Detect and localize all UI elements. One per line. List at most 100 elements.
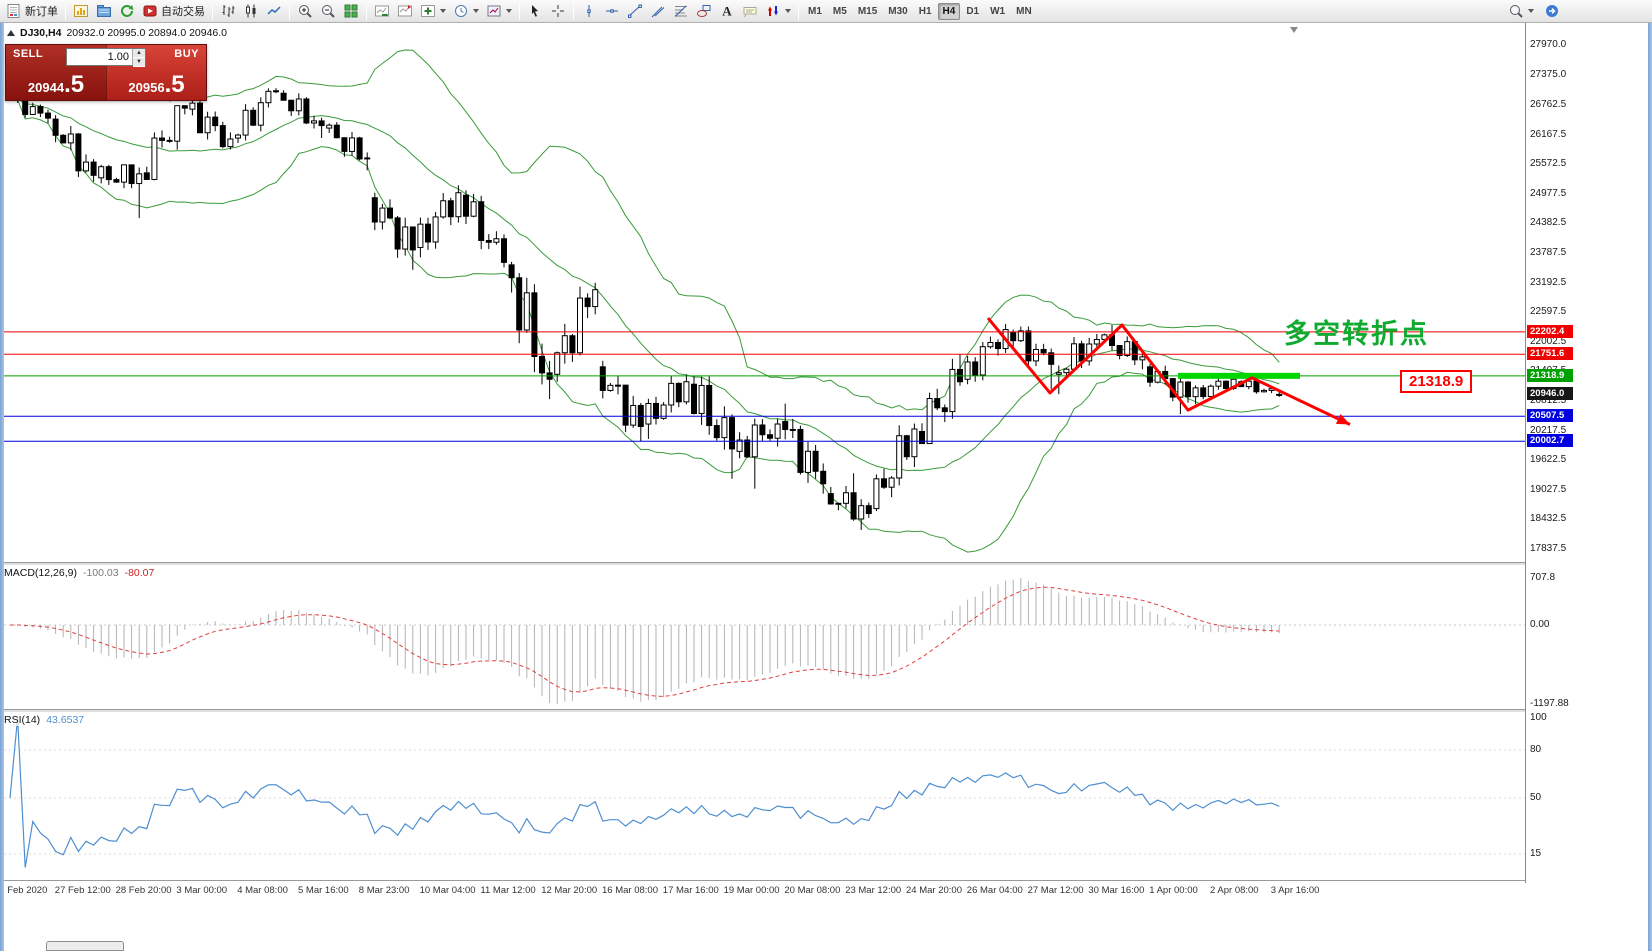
timeframe-d1-button[interactable]: D1 <box>966 5 980 17</box>
turning-point-annotation[interactable]: 多空转折点 <box>1284 319 1429 350</box>
panel-separator[interactable] <box>0 562 1652 566</box>
zoom-out-button[interactable] <box>317 1 339 21</box>
volume-down-button[interactable]: ▼ <box>133 58 145 67</box>
timeframe-h4-button[interactable]: H4 <box>937 2 961 20</box>
timeframe-m1-button[interactable]: M1 <box>808 5 822 17</box>
arrows-button[interactable] <box>762 1 794 21</box>
autotrading-icon <box>143 5 157 17</box>
autotrading-button[interactable]: 自动交易 <box>139 1 208 21</box>
volume-up-button[interactable]: ▲ <box>133 49 145 58</box>
price-axis-label: 19622.5 <box>1530 454 1567 466</box>
toolbar-separator <box>519 2 520 20</box>
price-level-box[interactable]: 21318.9 <box>1400 370 1473 394</box>
profiles-icon <box>97 5 111 17</box>
chart-tab[interactable] <box>46 941 124 951</box>
channel-icon <box>651 6 665 18</box>
time-axis-label: 16 Mar 08:00 <box>602 885 658 896</box>
panel-separator[interactable] <box>0 709 1652 713</box>
crosshair-icon <box>552 5 564 17</box>
chart-shift-marker[interactable] <box>1290 27 1298 33</box>
volume-input[interactable] <box>67 49 132 65</box>
timeframe-m15-button[interactable]: M15 <box>857 5 878 17</box>
timeframe-m30-button[interactable]: M30 <box>888 5 908 17</box>
macd-header: MACD(12,26,9) -100.03 -80.07 <box>4 567 155 579</box>
shapes-icon <box>697 5 711 17</box>
chevron-down-icon <box>440 9 446 13</box>
auto-scroll-button[interactable] <box>371 1 393 21</box>
bar-chart-button[interactable] <box>217 1 239 21</box>
indicators-button[interactable] <box>417 1 449 21</box>
chart-shift-icon <box>398 5 412 17</box>
price-axis-label: 20812.5 <box>1530 395 1567 407</box>
rsi-axis-label: 80 <box>1530 744 1542 755</box>
chevron-down-icon <box>1528 9 1534 13</box>
rsi-header: RSI(14) 43.6537 <box>4 714 85 726</box>
auto-scroll-icon <box>375 5 389 17</box>
chart-symbol-label: DJ30,H4 <box>20 27 62 39</box>
time-axis-label: 11 Mar 12:00 <box>480 885 536 896</box>
shapes-button[interactable] <box>693 1 715 21</box>
time-axis-label: 24 Mar 20:00 <box>906 885 962 896</box>
vertical-line-icon <box>587 5 591 17</box>
zoom-out-icon <box>322 5 335 18</box>
timeframe-w1-button[interactable]: W1 <box>990 5 1006 17</box>
candlestick-icon <box>246 4 256 18</box>
search-icon <box>1510 5 1523 18</box>
label-button[interactable] <box>739 1 761 21</box>
time-axis-label: 1 Apr 00:00 <box>1149 885 1198 896</box>
zoom-in-button[interactable] <box>294 1 316 21</box>
vertical-line-button[interactable] <box>578 1 600 21</box>
time-axis-label: 27 Feb 12:00 <box>54 885 111 896</box>
channel-button[interactable] <box>647 1 669 21</box>
time-axis-label: 20 Mar 08:00 <box>784 885 841 896</box>
cursor-icon <box>532 5 538 17</box>
volume-spinner: ▲ ▼ <box>132 49 145 67</box>
cursor-button[interactable] <box>524 1 546 21</box>
new-chart-button[interactable] <box>70 1 92 21</box>
timeframe-m5-button[interactable]: M5 <box>832 5 847 17</box>
symbol-search-button[interactable] <box>1505 1 1537 21</box>
price-axis-label: 22597.5 <box>1530 306 1567 318</box>
price-axis-label: 23192.5 <box>1530 276 1567 288</box>
community-button[interactable] <box>1541 1 1563 21</box>
price-axis-border <box>1525 23 1526 883</box>
price-axis-label: 19027.5 <box>1530 483 1567 495</box>
candlestick-button[interactable] <box>240 1 262 21</box>
rsi-axis-label: 100 <box>1530 712 1547 723</box>
buy-price: 20956.5 <box>128 70 185 98</box>
horizontal-line-icon <box>606 9 618 13</box>
time-axis-label: 5 Mar 16:00 <box>298 885 349 896</box>
periods-button[interactable] <box>450 1 482 21</box>
timeframe-mn-button[interactable]: MN <box>1016 5 1032 17</box>
sell-label: SELL <box>13 48 44 60</box>
fibonacci-button[interactable] <box>670 1 692 21</box>
one-click-toggle-icon[interactable] <box>7 30 15 36</box>
templates-button[interactable] <box>483 1 515 21</box>
tile-windows-button[interactable] <box>340 1 362 21</box>
price-axis-label: 27375.0 <box>1530 68 1567 80</box>
line-chart-button[interactable] <box>263 1 285 21</box>
refresh-button[interactable] <box>116 1 138 21</box>
price-level-tag: 20002.7 <box>1527 434 1573 448</box>
text-tool-glyph: A <box>722 4 732 19</box>
horizontal-line-button[interactable] <box>601 1 623 21</box>
price-axis-label: 22002.5 <box>1530 335 1567 347</box>
toolbar-separator <box>289 2 290 20</box>
crosshair-button[interactable] <box>547 1 569 21</box>
timeframe-h1-button[interactable]: H1 <box>918 5 932 17</box>
current-price-tag: 20946.0 <box>1527 387 1573 401</box>
toolbar-separator <box>212 2 213 20</box>
profiles-button[interactable] <box>93 1 115 21</box>
line-chart-icon <box>267 6 281 15</box>
price-axis[interactable]: 27970.0 27375.0 26762.5 26167.5 25572.5 24977… <box>1526 23 1652 951</box>
macd-axis-label: -1197.88 <box>1530 698 1569 709</box>
chevron-down-icon <box>473 9 479 13</box>
new-order-button[interactable]: 新订单 <box>3 1 61 21</box>
text-button[interactable]: A <box>716 1 738 21</box>
toolbar-separator <box>573 2 574 20</box>
chart-shift-button[interactable] <box>394 1 416 21</box>
time-axis[interactable]: 26 Feb 2020 27 Feb 12:00 28 Feb 20:00 3 Mar… <box>0 883 1525 899</box>
rsi-value: 43.6537 <box>46 714 85 726</box>
trendline-button[interactable] <box>624 1 646 21</box>
